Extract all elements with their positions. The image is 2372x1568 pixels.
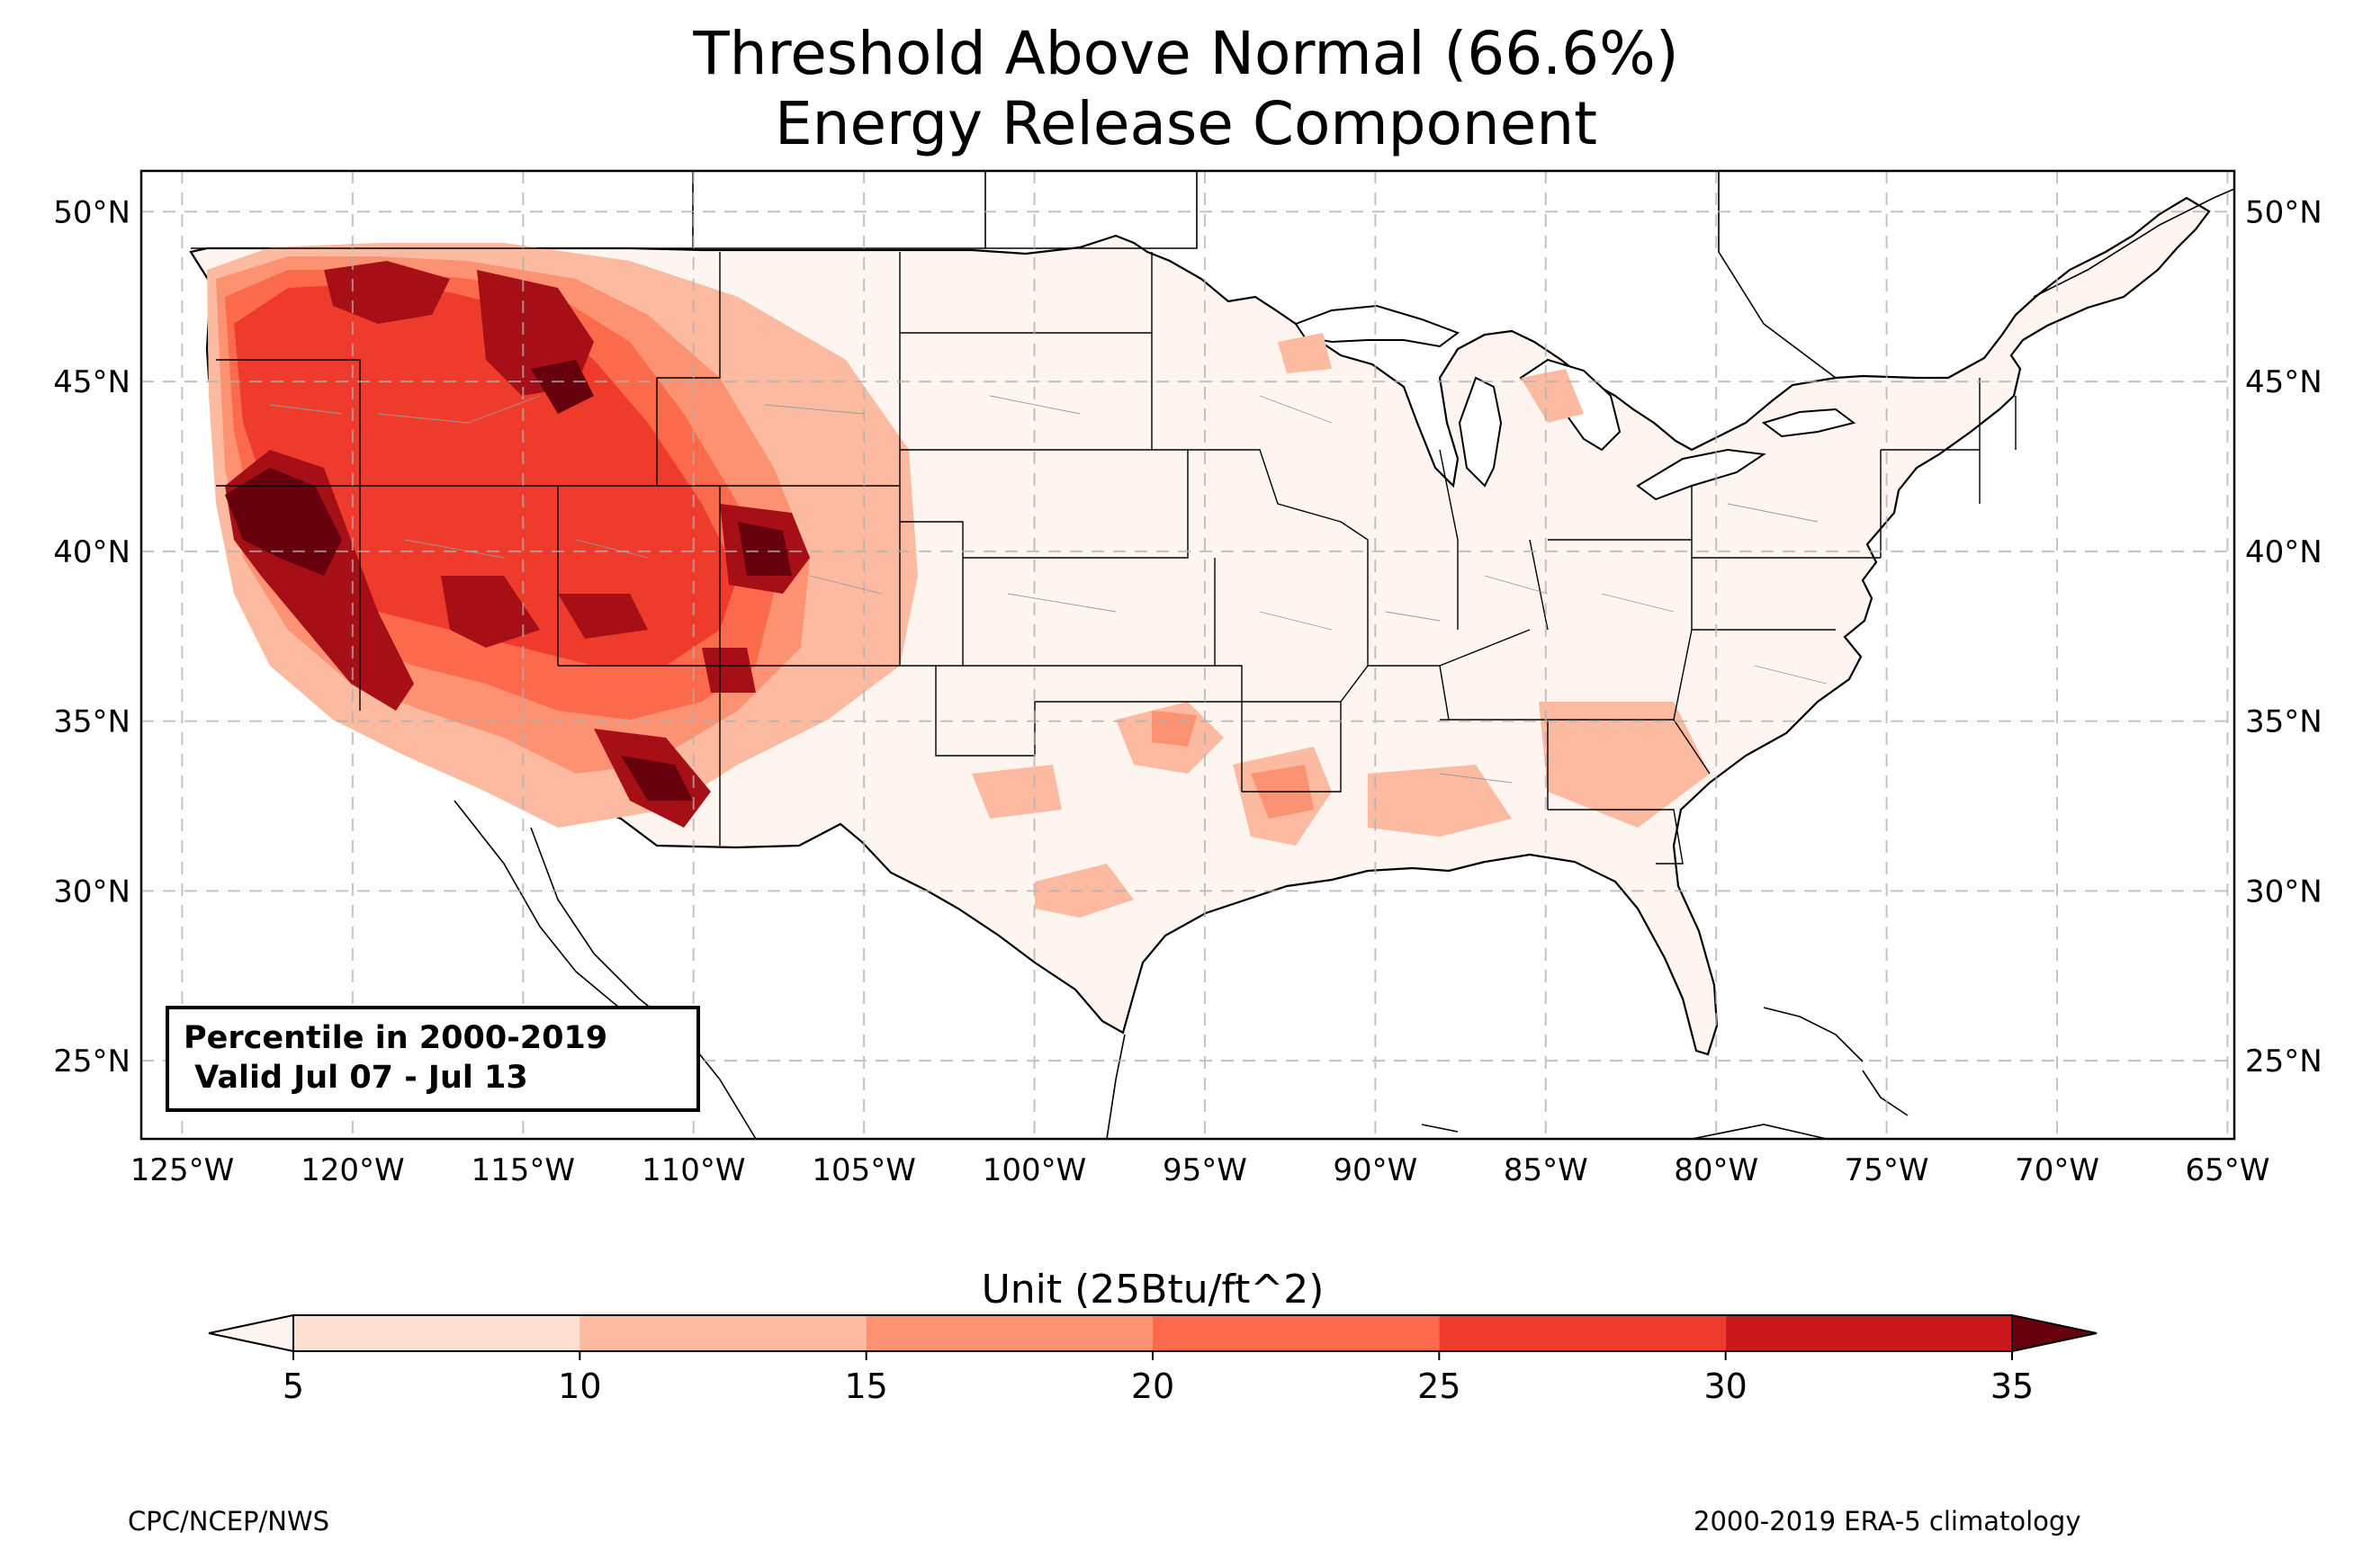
colorbar-label: 5 xyxy=(283,1366,304,1406)
info-box-line-2: Valid Jul 07 - Jul 13 xyxy=(184,1060,528,1096)
lon-tick-label: 125°W xyxy=(130,1152,235,1188)
lat-tick-label-right: 50°N xyxy=(2245,194,2323,230)
colorbar-segment xyxy=(293,1315,580,1351)
colorbar-under-arrow xyxy=(208,1313,294,1353)
colorbar-label: 15 xyxy=(844,1366,887,1406)
lat-tick-label-right: 25°N xyxy=(2245,1044,2323,1080)
colorbar-label: 30 xyxy=(1703,1366,1747,1406)
lon-tick-label: 85°W xyxy=(1504,1152,1588,1188)
info-box-line-1: Percentile in 2000-2019 xyxy=(184,1020,608,1056)
lat-tick-label-right: 35°N xyxy=(2245,704,2323,740)
lon-tick-label: 95°W xyxy=(1163,1152,1247,1188)
shading-level-35 xyxy=(225,360,792,801)
colorbar-segment xyxy=(1725,1315,2012,1351)
colorbar-segment xyxy=(1153,1315,1440,1351)
footer-climatology: 2000-2019 ERA-5 climatology xyxy=(1694,1506,2081,1537)
colorbar-title: Unit (25Btu/ft^2) xyxy=(982,1267,1325,1313)
colorbar xyxy=(208,1313,2098,1360)
lat-tick-label-left: 25°N xyxy=(53,1044,130,1080)
colorbar-label: 25 xyxy=(1417,1366,1460,1406)
latitude-tick-labels-right: 50°N 45°N 40°N 35°N 30°N 25°N xyxy=(2245,194,2323,1080)
info-box: Percentile in 2000-2019 Valid Jul 07 - J… xyxy=(166,1006,700,1112)
colorbar-over-arrow xyxy=(2011,1313,2098,1353)
colorbar-segment xyxy=(1439,1315,1726,1351)
colorbar-label: 10 xyxy=(558,1366,601,1406)
lat-tick-label-right: 30°N xyxy=(2245,874,2323,909)
lon-tick-label: 110°W xyxy=(642,1152,746,1188)
map-gridlines xyxy=(141,171,2234,1139)
colorbar-label: 20 xyxy=(1131,1366,1174,1406)
county-lines xyxy=(269,395,1828,784)
colorbar-segment xyxy=(580,1315,867,1351)
lon-tick-label: 65°W xyxy=(2185,1152,2269,1188)
latitude-tick-labels-left: 50°N 45°N 40°N 35°N 30°N 25°N xyxy=(53,194,130,1080)
lat-tick-label-left: 50°N xyxy=(53,194,130,230)
lat-tick-label-right: 40°N xyxy=(2245,534,2323,570)
chart-title-line-2: Energy Release Component xyxy=(774,89,1598,158)
map-frame xyxy=(139,169,2236,1141)
lon-tick-label: 70°W xyxy=(2015,1152,2099,1188)
neighbor-borders xyxy=(191,171,2234,1139)
lat-tick-label-left: 40°N xyxy=(53,534,130,570)
colorbar-label: 35 xyxy=(1990,1366,2034,1406)
lat-tick-label-left: 45°N xyxy=(53,364,130,400)
lon-tick-label: 75°W xyxy=(1845,1152,1929,1188)
lon-tick-label: 90°W xyxy=(1333,1152,1417,1188)
colorbar-labels: 5 10 15 20 25 30 35 xyxy=(283,1366,2034,1406)
lat-tick-label-right: 45°N xyxy=(2245,364,2323,400)
lon-tick-label: 80°W xyxy=(1674,1152,1758,1188)
longitude-tick-labels: 125°W 120°W 115°W 110°W 105°W 100°W 95°W 90°W 85… xyxy=(130,1152,2270,1188)
state-borders xyxy=(216,252,2017,865)
colorbar-segment xyxy=(866,1315,1153,1351)
lon-tick-label: 105°W xyxy=(812,1152,916,1188)
chart-title-line-1: Threshold Above Normal (66.6%) xyxy=(693,19,1679,88)
footer-source: CPC/NCEP/NWS xyxy=(128,1506,330,1537)
lon-tick-label: 120°W xyxy=(301,1152,405,1188)
lat-tick-label-left: 30°N xyxy=(53,874,130,909)
lon-tick-label: 115°W xyxy=(472,1152,576,1188)
lat-tick-label-left: 35°N xyxy=(53,704,130,740)
lon-tick-label: 100°W xyxy=(983,1152,1087,1188)
